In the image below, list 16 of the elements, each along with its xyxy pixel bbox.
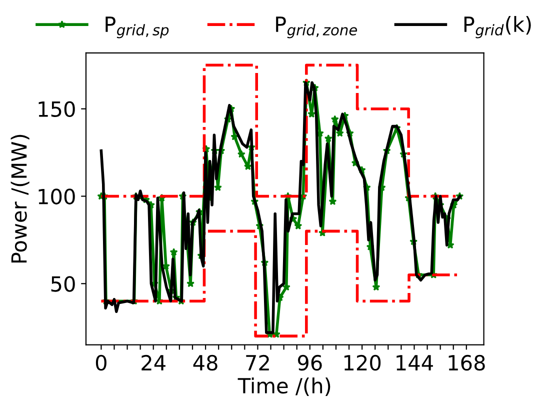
legend-label: P$_{grid}$(k) <box>464 16 531 38</box>
legend-label: P$_{grid,sp}$ <box>106 16 169 38</box>
x-tick-label: 120 <box>344 354 381 371</box>
y-tick-label: 150 <box>38 101 75 118</box>
legend-label: P$_{grid,zone}$ <box>276 16 357 38</box>
x-tick-label: 24 <box>142 354 166 370</box>
x-tick-label: 0 <box>96 354 106 371</box>
x-tick-label: 168 <box>448 354 485 371</box>
x-tick-label: 144 <box>396 355 433 370</box>
y-tick-label: 100 <box>38 188 75 204</box>
x-axis-title: Time /(h) <box>238 377 330 396</box>
y-axis-title: Power /(MW) <box>10 134 30 263</box>
x-tick-label: 72 <box>246 354 269 370</box>
y-tick-label: 50 <box>51 276 75 292</box>
x-tick-label: 48 <box>193 354 218 371</box>
x-tick-label: 96 <box>298 354 322 371</box>
